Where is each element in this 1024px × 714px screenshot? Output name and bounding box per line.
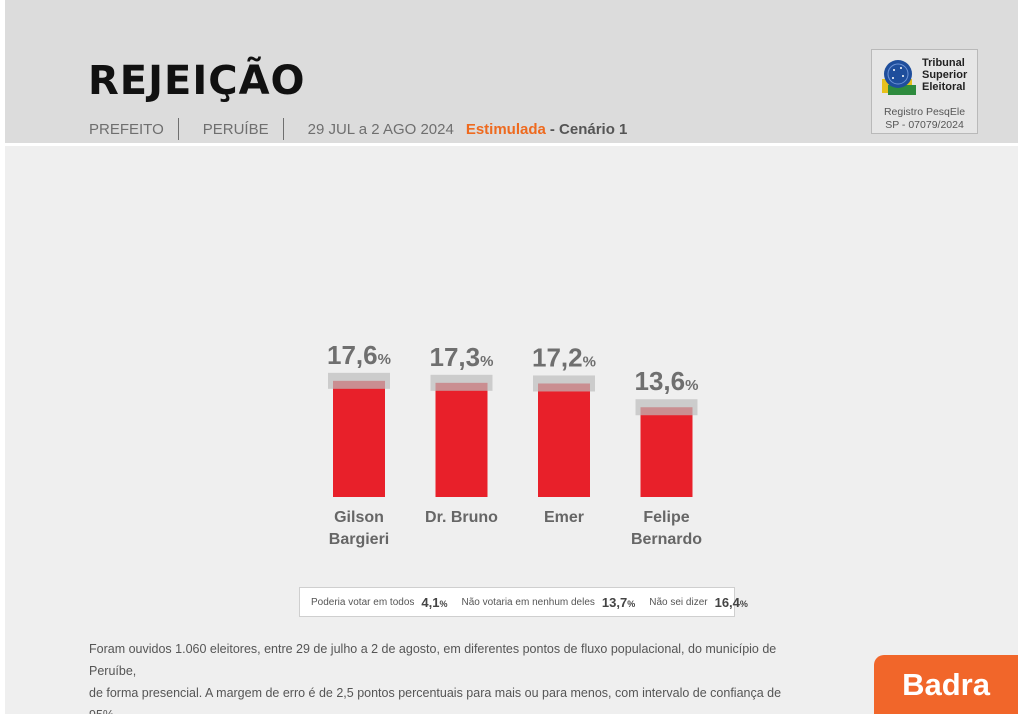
summary-unit: %: [739, 598, 748, 609]
bar-cap: [328, 372, 390, 389]
subtitle-line: PREFEITO PERUÍBE 29 JUL a 2 AGO 2024 Est…: [89, 118, 627, 140]
data-label: 17,3%: [430, 342, 494, 372]
summary-unit: %: [439, 598, 448, 609]
summary-number: 16,4: [714, 594, 740, 610]
header: REJEIÇÃO PREFEITO PERUÍBE 29 JUL a 2 AGO…: [5, 0, 1018, 146]
methodology-line: de forma presencial. A margem de erro é …: [89, 686, 782, 714]
divider: [177, 118, 179, 140]
summary-label: Não votaria em nenhum deles: [461, 596, 595, 608]
bar: [538, 383, 590, 497]
period-label: 29 JUL a 2 AGO 2024: [307, 120, 454, 138]
tse-name: Tribunal Superior Eleitoral: [922, 57, 967, 93]
tse-registry-badge: Tribunal Superior Eleitoral Registro Pes…: [871, 49, 978, 134]
bar: [435, 382, 488, 497]
summary-value: 4,1%: [421, 595, 447, 610]
summary-box: Poderia votar em todos 4,1% Não votaria …: [299, 587, 748, 617]
tse-name-line: Tribunal: [922, 57, 965, 69]
summary-unit: %: [627, 598, 636, 609]
category-label: Emer: [544, 509, 584, 526]
methodology-note: Foram ouvidos 1.060 eleitores, entre 29 …: [89, 638, 809, 714]
scenario-label: - Cenário 1: [549, 120, 628, 138]
summary-label: Não sei dizer: [649, 596, 708, 608]
bar: [333, 380, 385, 497]
data-label: 17,2%: [532, 342, 596, 372]
summary-number: 13,7: [601, 594, 628, 610]
bar-cap: [430, 374, 493, 391]
data-label: 17,6%: [327, 340, 391, 370]
page-title: REJEIÇÃO: [88, 58, 306, 104]
brand-logo: Badra: [874, 655, 1018, 714]
summary-number: 4,1: [421, 594, 440, 610]
category-label: Bargieri: [329, 531, 389, 548]
city-label: PERUÍBE: [202, 120, 269, 138]
registry-info: Registro PesqEle SP - 07079/2024: [872, 106, 977, 132]
survey-type-label: Estimulada: [465, 120, 546, 138]
tse-name-line: Eleitoral: [922, 81, 966, 93]
bar-cap: [533, 375, 595, 392]
category-label: Felipe: [643, 509, 689, 526]
category-label: Bernardo: [631, 531, 702, 548]
tse-seal-icon: [882, 60, 916, 95]
tse-name-line: Superior: [922, 69, 968, 81]
office-label: PREFEITO: [89, 120, 164, 138]
registry-label: Registro PesqEle: [883, 106, 966, 118]
category-label: Gilson: [334, 509, 384, 526]
methodology-line: Foram ouvidos 1.060 eleitores, entre 29 …: [89, 642, 777, 678]
bar: [640, 407, 693, 497]
report-frame: REJEIÇÃO PREFEITO PERUÍBE 29 JUL a 2 AGO…: [5, 0, 1018, 714]
summary-value: 13,7%: [602, 595, 635, 610]
divider: [282, 118, 284, 140]
data-label: 13,6%: [635, 366, 699, 396]
bar-cap: [635, 399, 698, 416]
summary-label: Poderia votar em todos: [311, 596, 415, 608]
registry-number: SP - 07079/2024: [885, 119, 964, 131]
rejection-bar-chart: 17,6% Gilson Bargieri 17,3% Dr. Bruno 17,2% Em…: [327, 340, 702, 548]
category-label: Dr. Bruno: [425, 509, 498, 526]
summary-value: 16,4%: [715, 595, 748, 610]
